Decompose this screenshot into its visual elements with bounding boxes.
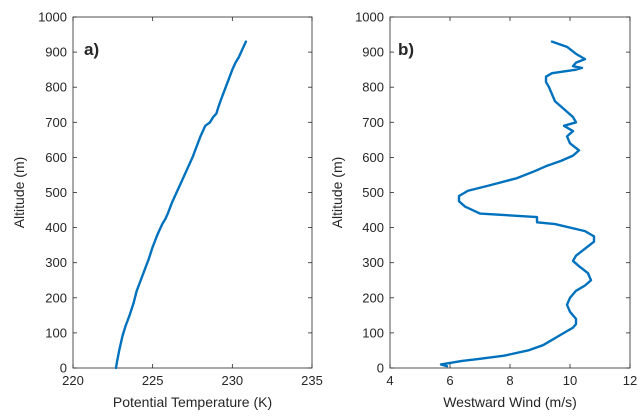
x-axis-label-a: Potential Temperature (K) [113, 394, 272, 410]
chart-panel-b: 4 6 8 10 1201002003004005006007008009001000 … [329, 10, 637, 411]
y-tick-label: 0 [60, 361, 67, 376]
series-line-b-0 [439, 40, 596, 368]
y-tick-label: 400 [362, 220, 384, 235]
x-tick-label: 225 [142, 373, 164, 388]
y-tick-label: 800 [362, 80, 384, 95]
y-tick-label: 700 [362, 115, 384, 130]
y-tick-label: 100 [362, 325, 384, 340]
x-tick-label: 8 [506, 373, 513, 388]
y-tick-label: 300 [362, 255, 384, 270]
x-tick-label: 220 [62, 373, 84, 388]
y-tick-label: 1000 [355, 10, 384, 25]
y-tick-label: 700 [45, 115, 67, 130]
x-tick-label: 4 [386, 373, 393, 388]
ticks-a: 220 225 230 235 0 100 200 300 400 500 600 700 800 900… [38, 10, 323, 389]
y-tick-label: 0 [377, 361, 384, 376]
ticks-b: 4 6 8 10 12 0 100 200 300 400 500 600 700 800 900 1000 [355, 10, 637, 389]
plot-frame-a [72, 16, 313, 369]
series-layer-a [114, 40, 248, 370]
y-tick-label: 200 [45, 290, 67, 305]
y-axis-label-a: Altitude (m) [11, 157, 27, 229]
panel-label-b: b) [398, 40, 414, 59]
y-tick-label: 500 [45, 185, 67, 200]
y-tick-label: 600 [362, 150, 384, 165]
y-tick-label: 1000 [38, 10, 67, 25]
x-tick-label: 10 [563, 373, 577, 388]
x-tick-label: 12 [623, 373, 637, 388]
y-tick-label: 800 [45, 80, 67, 95]
y-tick-label: 500 [362, 185, 384, 200]
y-tick-label: 200 [362, 290, 384, 305]
series-line-a-0 [114, 40, 248, 370]
y-axis-label-b: Altitude (m) [329, 157, 345, 229]
x-axis-label-b: Westward Wind (m/s) [443, 394, 577, 410]
panel-label-a: a) [84, 40, 99, 59]
y-tick-label: 300 [45, 255, 67, 270]
y-tick-label: 100 [45, 325, 67, 340]
y-tick-label: 600 [45, 150, 67, 165]
chart-panel-a: 220 225 230 235 0 100 200 300 400 500 600 700 800 900… [11, 10, 323, 411]
y-tick-label: 900 [362, 45, 384, 60]
y-tick-label: 900 [45, 45, 67, 60]
series-layer-b [439, 40, 596, 368]
x-tick-label: 6 [446, 373, 453, 388]
plot-frame-b [389, 16, 631, 369]
y-tick-label: 400 [45, 220, 67, 235]
x-tick-label: 235 [301, 373, 323, 388]
x-tick-label: 230 [221, 373, 243, 388]
